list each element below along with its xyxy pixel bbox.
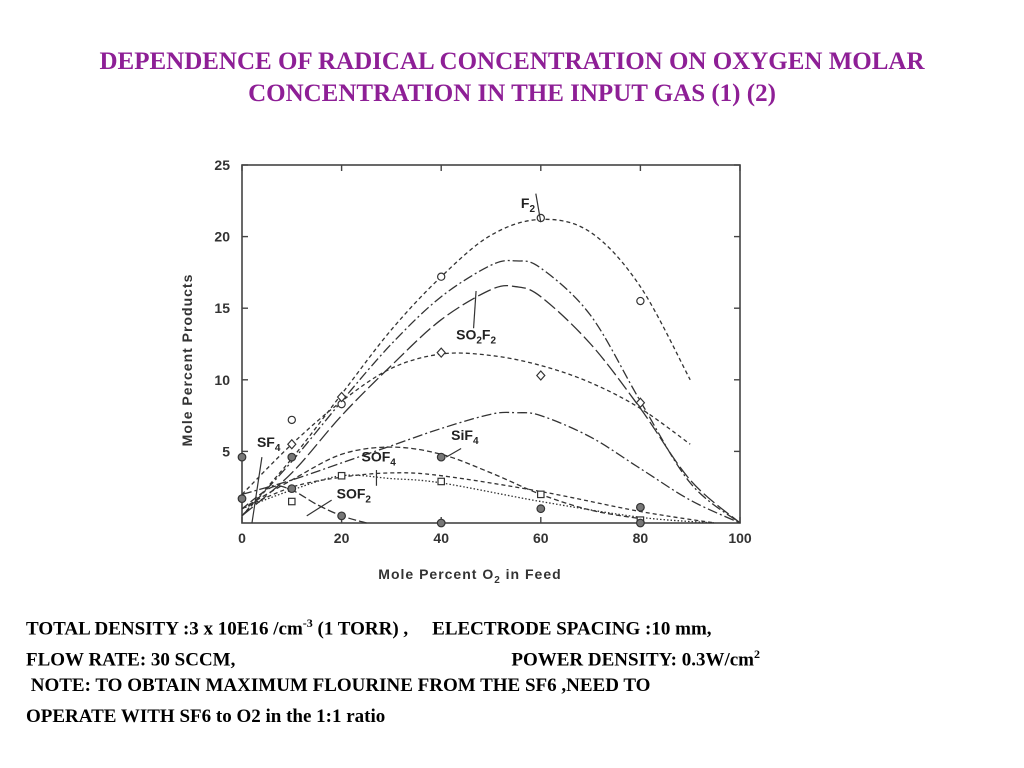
data-point-diamond [535,370,546,381]
series-label: SF4 [257,434,281,454]
note-line-2: FLOW RATE: 30 SCCM, POWER DENSITY: 0.3W/c… [26,647,760,671]
note-line-4: OPERATE WITH SF6 to O2 in the 1:1 ratio [26,706,386,727]
x-tick-label: 0 [238,530,246,546]
slide-title: DEPENDENCE OF RADICAL CONCENTRATION ON O… [20,46,1004,110]
series-markers [237,213,646,528]
data-point-filled-circle [287,452,297,462]
series-curve [241,472,716,524]
leader-line [535,193,542,223]
leader-line [445,448,462,458]
x-tick-label: 100 [728,530,752,546]
series-label: SiF4 [451,427,479,447]
x-tick-label: 40 [433,530,449,546]
data-point-filled-circle [237,452,247,462]
plot-frame [241,164,741,524]
notes: TOTAL DENSITY :3 x 10E16 /cm-3 (1 TORR) … [26,608,1006,732]
y-tick-label: 10 [214,372,230,388]
data-point-diamond [336,391,347,403]
plot-border [241,164,741,524]
data-point-circle [636,296,645,306]
data-point-square [287,497,296,506]
data-point-filled-circle [337,511,347,521]
data-point-filled-circle [636,502,645,512]
x-tick-label: 20 [334,530,350,546]
x-tick-label: 80 [633,530,649,546]
series-curve [241,284,741,524]
series-curve [241,259,741,524]
title-line-1: DEPENDENCE OF RADICAL CONCENTRATION ON O… [99,48,925,75]
data-point-square [437,477,446,486]
chart: 5 10 15 20 25 0 20 40 60 80 100 F2 SO2F2 SiF4 SOF4 SO… [179,157,752,586]
series-label: SO2F2 [456,327,496,347]
series-labels: F2 SO2F2 SiF4 SOF4 SOF2 SF4 [251,193,542,524]
data-point-filled-circle [287,484,297,494]
y-tick-label: 15 [214,300,230,316]
series-curve [241,218,691,517]
series-curve [241,474,716,524]
data-point-square [537,490,545,499]
series-curve [241,352,691,495]
leader-line [472,290,477,329]
y-tick-label: 25 [214,157,230,173]
data-point-square [337,471,346,480]
data-point-filled-circle [536,504,546,514]
x-tick-label: 60 [533,530,549,546]
y-tick-label: 5 [222,443,230,459]
series-curve [241,446,641,520]
series-label: F2 [521,195,536,215]
y-tick-label: 20 [214,229,230,245]
series-label: SOF2 [337,486,372,506]
leader-line [306,499,332,517]
leader-line [251,457,263,524]
note-line-1: TOTAL DENSITY :3 x 10E16 /cm-3 (1 TORR) … [26,616,712,640]
series-curve [241,411,741,524]
data-point-filled-circle [636,518,645,528]
x-axis-ticks: 0 20 40 60 80 100 [238,165,752,546]
data-point-filled-circle [436,452,446,462]
title-line-2: CONCENTRATION IN THE INPUT GAS (1) (2) [248,80,776,107]
data-point-diamond [286,438,297,450]
y-axis-label: Mole Percent Products [179,274,195,447]
data-point-diamond [436,347,447,358]
data-point-circle [437,272,446,281]
y-axis-ticks: 5 10 15 20 25 [214,157,740,459]
data-point-filled-circle [436,518,446,528]
data-point-diamond [635,397,646,409]
data-point-circle [287,415,297,425]
x-axis-label: Mole Percent O2 in Feed [378,566,561,586]
note-line-3: NOTE: TO OBTAIN MAXIMUM FLOURINE FROM TH… [26,675,651,696]
data-point-filled-circle [237,494,247,504]
series-label: SOF4 [362,448,397,468]
series-curves [241,218,741,524]
